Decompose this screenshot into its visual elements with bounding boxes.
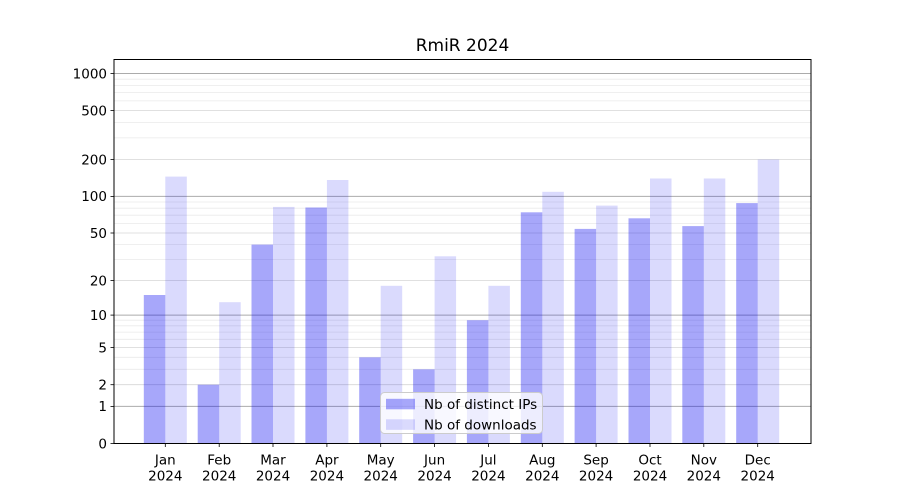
legend-label-downloads: Nb of downloads [424, 418, 537, 434]
axis-ticks [110, 73, 759, 447]
x-tick-year-may: 2024 [364, 469, 398, 485]
bar-mar-downloads [273, 206, 295, 444]
bar-mar-distinct-ips [251, 244, 273, 444]
y-tick-label-50: 50 [90, 226, 107, 242]
bar-aug-distinct-ips [520, 212, 543, 444]
bar-jan-distinct-ips [143, 295, 166, 444]
bar-may-distinct-ips [359, 357, 381, 444]
bar-nov-distinct-ips [682, 226, 704, 444]
x-tick-label-apr: Apr [315, 452, 339, 468]
x-tick-label-oct: Oct [638, 452, 661, 468]
y-tick-label-5: 5 [98, 340, 107, 356]
y-tick-label-10: 10 [90, 308, 107, 324]
y-tick-label-100: 100 [81, 189, 107, 205]
legend-box [380, 392, 543, 434]
bar-sep-distinct-ips [574, 228, 597, 444]
x-tick-label-mar: Mar [260, 452, 286, 468]
x-axis-labels: Jan2024Feb2024Mar2024Apr2024May2024Jun20… [148, 452, 775, 484]
plot-border [113, 59, 812, 444]
y-axis-labels: 0 1 2 5 10 20 50 100 200 500 1000 [73, 66, 107, 452]
x-tick-label-jun: Jun [423, 452, 445, 468]
x-tick-year-jun: 2024 [417, 469, 451, 485]
x-tick-year-sep: 2024 [579, 469, 613, 485]
bar-oct-distinct-ips [628, 218, 650, 444]
x-tick-year-jul: 2024 [471, 469, 505, 485]
legend-swatch-downloads [386, 419, 415, 430]
y-tick-label-20: 20 [90, 273, 107, 289]
bar-apr-downloads [326, 180, 349, 444]
legend: Nb of distinct IPs Nb of downloads [380, 392, 543, 434]
y-tick-label-2: 2 [98, 378, 107, 394]
bar-aug-downloads [542, 191, 564, 444]
legend-label-distinct-ips: Nb of distinct IPs [424, 397, 537, 413]
x-tick-label-aug: Aug [529, 452, 555, 468]
bar-jan-downloads [165, 176, 187, 444]
y-tick-label-200: 200 [81, 152, 107, 168]
x-tick-year-oct: 2024 [633, 469, 667, 485]
bar-nov-downloads [703, 178, 726, 444]
bar-dec-downloads [757, 159, 780, 444]
y-tick-label-1000: 1000 [73, 66, 107, 82]
bar-dec-distinct-ips [736, 203, 758, 444]
bar-feb-downloads [219, 302, 241, 444]
y-tick-label-1: 1 [98, 399, 107, 415]
bar-sep-downloads [596, 205, 618, 444]
x-tick-label-sep: Sep [583, 452, 608, 468]
x-tick-label-nov: Nov [691, 452, 717, 468]
chart-title: RmiR 2024 [416, 36, 510, 56]
x-tick-label-may: May [367, 452, 395, 468]
bar-feb-distinct-ips [197, 384, 220, 444]
x-tick-label-jan: Jan [154, 452, 176, 468]
x-tick-year-nov: 2024 [687, 469, 721, 485]
y-tick-label-0: 0 [98, 436, 107, 452]
legend-swatch-distinct-ips [386, 398, 415, 410]
x-tick-year-feb: 2024 [202, 469, 236, 485]
x-tick-year-mar: 2024 [256, 469, 290, 485]
x-tick-year-dec: 2024 [741, 469, 775, 485]
x-tick-year-jan: 2024 [148, 469, 182, 485]
x-tick-year-aug: 2024 [525, 469, 559, 485]
x-tick-label-jul: Jul [479, 452, 496, 468]
bar-apr-distinct-ips [305, 207, 327, 444]
x-tick-label-dec: Dec [745, 452, 771, 468]
y-tick-label-500: 500 [81, 103, 107, 119]
bar-oct-downloads [650, 178, 672, 444]
x-tick-label-feb: Feb [207, 452, 231, 468]
x-tick-year-apr: 2024 [310, 469, 344, 485]
